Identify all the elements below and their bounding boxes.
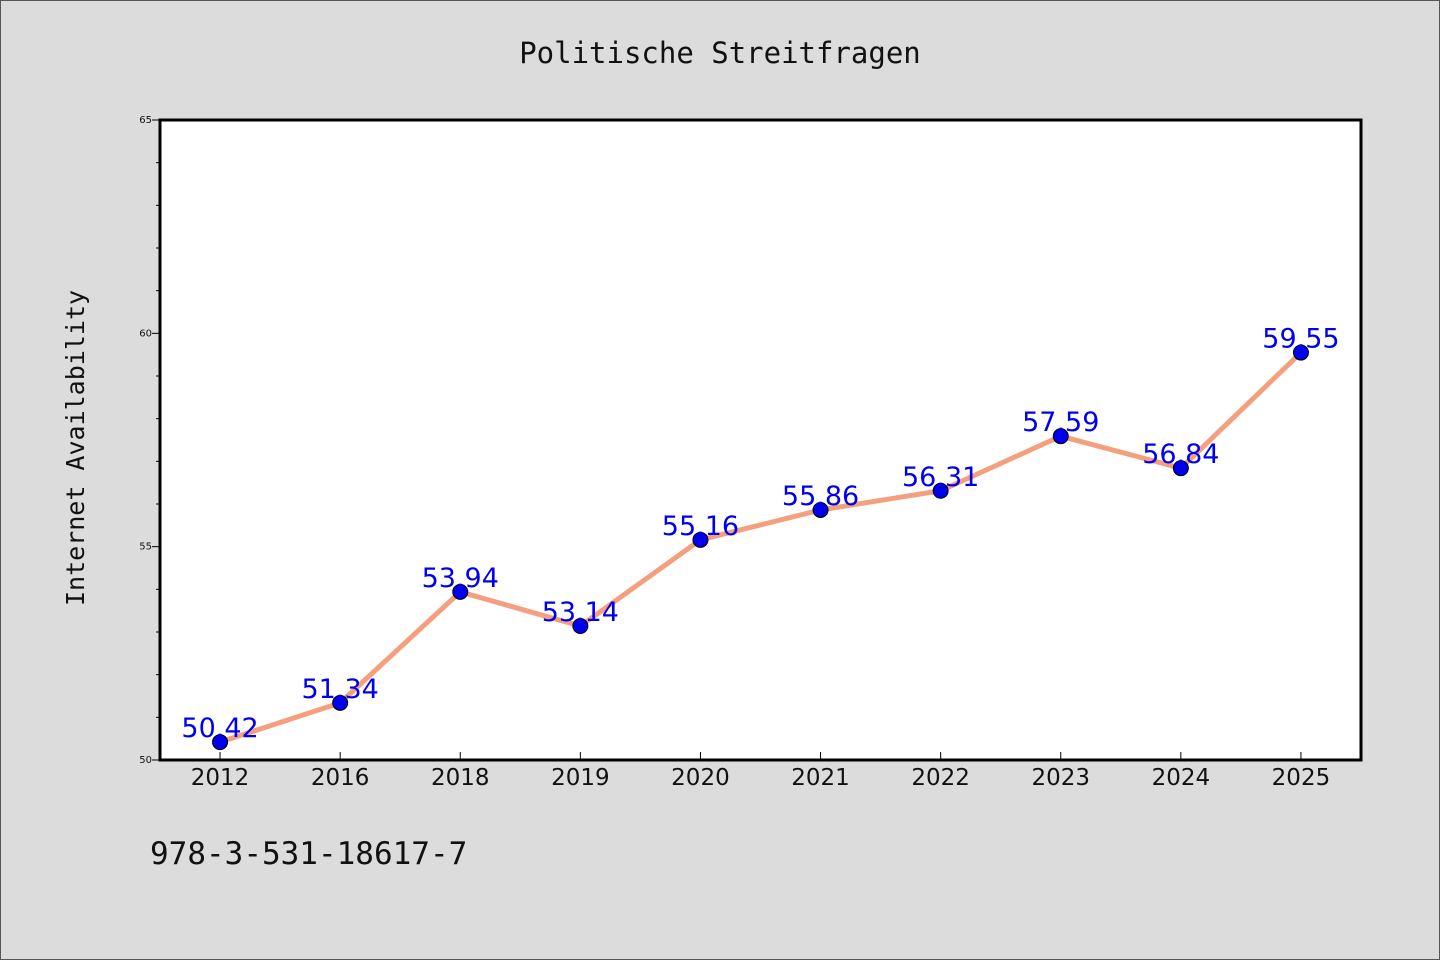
y-tick-label: 65: [139, 115, 152, 126]
data-point: [1052, 428, 1069, 445]
data-point: [932, 482, 949, 499]
data-label: 51.34: [302, 674, 379, 705]
y-tick-label: 55: [139, 542, 152, 553]
y-axis-label: Internet Availability: [61, 290, 90, 606]
y-tick-label: 60: [139, 328, 152, 339]
y-tick-label: 50: [139, 755, 152, 766]
data-point: [812, 501, 829, 518]
data-point: [572, 618, 589, 635]
x-tick-label: 2023: [1031, 765, 1090, 791]
data-point: [1172, 460, 1189, 477]
data-label: 53.14: [542, 597, 619, 628]
x-tick-label: 2021: [791, 765, 850, 791]
data-label: 59.55: [1262, 324, 1339, 355]
data-label: 50.42: [181, 713, 258, 744]
isbn-annotation: 978-3-531-18617-7: [150, 836, 467, 872]
data-label: 55.16: [662, 511, 739, 542]
series-group: 50.42 51.34 53.94 53.14 55.16 55.86 56.31 57.59…: [181, 324, 1340, 751]
data-point: [692, 531, 709, 548]
x-tick-label: 2012: [191, 765, 250, 791]
x-tick-label: 2025: [1272, 765, 1331, 791]
data-point: [332, 694, 349, 711]
x-tick-label: 2024: [1152, 765, 1211, 791]
x-tick-label: 2018: [431, 765, 490, 791]
plot-area: [158, 118, 1363, 762]
x-tick-label: 2020: [671, 765, 730, 791]
data-label: 56.84: [1142, 439, 1219, 470]
data-point: [1292, 344, 1309, 361]
data-point: [452, 583, 469, 600]
series-line: [217, 350, 1304, 745]
data-label: 56.31: [902, 462, 979, 493]
data-label: 57.59: [1022, 407, 1099, 438]
data-label: 55.86: [782, 481, 859, 512]
data-point: [212, 734, 229, 751]
data-label: 53.94: [422, 563, 499, 594]
x-tick-label: 2016: [311, 765, 370, 791]
y-axis: 50 55 60 65: [139, 115, 160, 766]
x-tick-label: 2019: [551, 765, 610, 791]
x-axis: 2012 2016 2018 2019 2020 2021 2022 2023 2024 2025: [191, 752, 1330, 791]
x-tick-label: 2022: [911, 765, 970, 791]
chart-title: Politische Streitfragen: [519, 36, 921, 70]
